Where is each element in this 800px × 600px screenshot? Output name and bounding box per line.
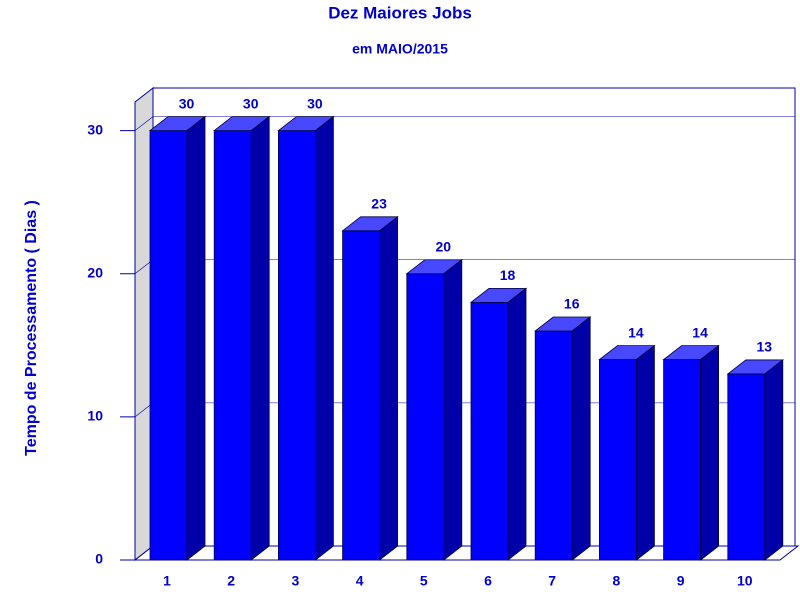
value-label: 13 — [757, 339, 773, 355]
bar — [277, 115, 335, 561]
x-tick-label: 6 — [484, 573, 492, 589]
value-label: 23 — [371, 196, 387, 212]
y-tick-label: 30 — [87, 121, 103, 137]
value-label: 18 — [500, 267, 516, 283]
value-label: 16 — [564, 296, 580, 312]
bar — [148, 115, 207, 561]
bar — [662, 344, 720, 561]
x-tick-label: 10 — [737, 573, 753, 589]
bar-face — [663, 359, 701, 561]
bar-face — [507, 287, 527, 561]
x-tick-label: 3 — [292, 573, 300, 589]
value-label: 30 — [179, 95, 195, 111]
bar-face — [571, 316, 591, 561]
x-tick-label: 1 — [163, 573, 171, 589]
y-tick-label: 0 — [95, 551, 103, 567]
bar-face — [727, 373, 766, 561]
y-axis-label: Tempo de Processamento ( Dias ) — [23, 200, 40, 456]
grid-line — [134, 116, 154, 131]
x-tick-label: 2 — [227, 573, 235, 589]
bar-face — [470, 301, 509, 561]
bar-face — [534, 330, 573, 561]
bar — [534, 316, 592, 561]
value-label: 30 — [243, 95, 259, 111]
x-tick-label: 5 — [420, 573, 428, 589]
bar-face — [186, 115, 206, 561]
x-tick-label: 7 — [548, 573, 556, 589]
bar-face — [443, 258, 463, 561]
value-label: 20 — [436, 238, 452, 254]
bar — [341, 215, 399, 561]
value-label: 30 — [307, 95, 323, 111]
bar — [405, 258, 463, 561]
bar-face — [636, 344, 655, 561]
x-tick-label: 8 — [613, 573, 621, 589]
bar — [598, 344, 656, 561]
y-tick-label: 20 — [87, 264, 103, 280]
bar-face — [764, 359, 784, 561]
bar-face — [379, 215, 399, 561]
bar-face — [314, 115, 334, 561]
chart-title: Dez Maiores Jobs — [328, 3, 472, 22]
bar — [726, 359, 784, 561]
bar — [213, 115, 271, 561]
bar-face — [599, 359, 637, 561]
y-tick-label: 10 — [87, 408, 103, 424]
bar-face — [277, 130, 316, 561]
chart-subtitle: em MAIO/2015 — [352, 41, 448, 57]
value-label: 14 — [692, 324, 708, 340]
x-tick-label: 9 — [677, 573, 685, 589]
bar-face — [250, 115, 270, 561]
x-tick-label: 4 — [356, 573, 364, 589]
bar-face — [700, 344, 719, 561]
bar-face — [213, 130, 252, 561]
bar-face — [406, 273, 445, 561]
bar-face — [342, 230, 381, 561]
bar — [469, 287, 528, 561]
value-label: 14 — [628, 324, 644, 340]
bar-face — [149, 130, 188, 561]
